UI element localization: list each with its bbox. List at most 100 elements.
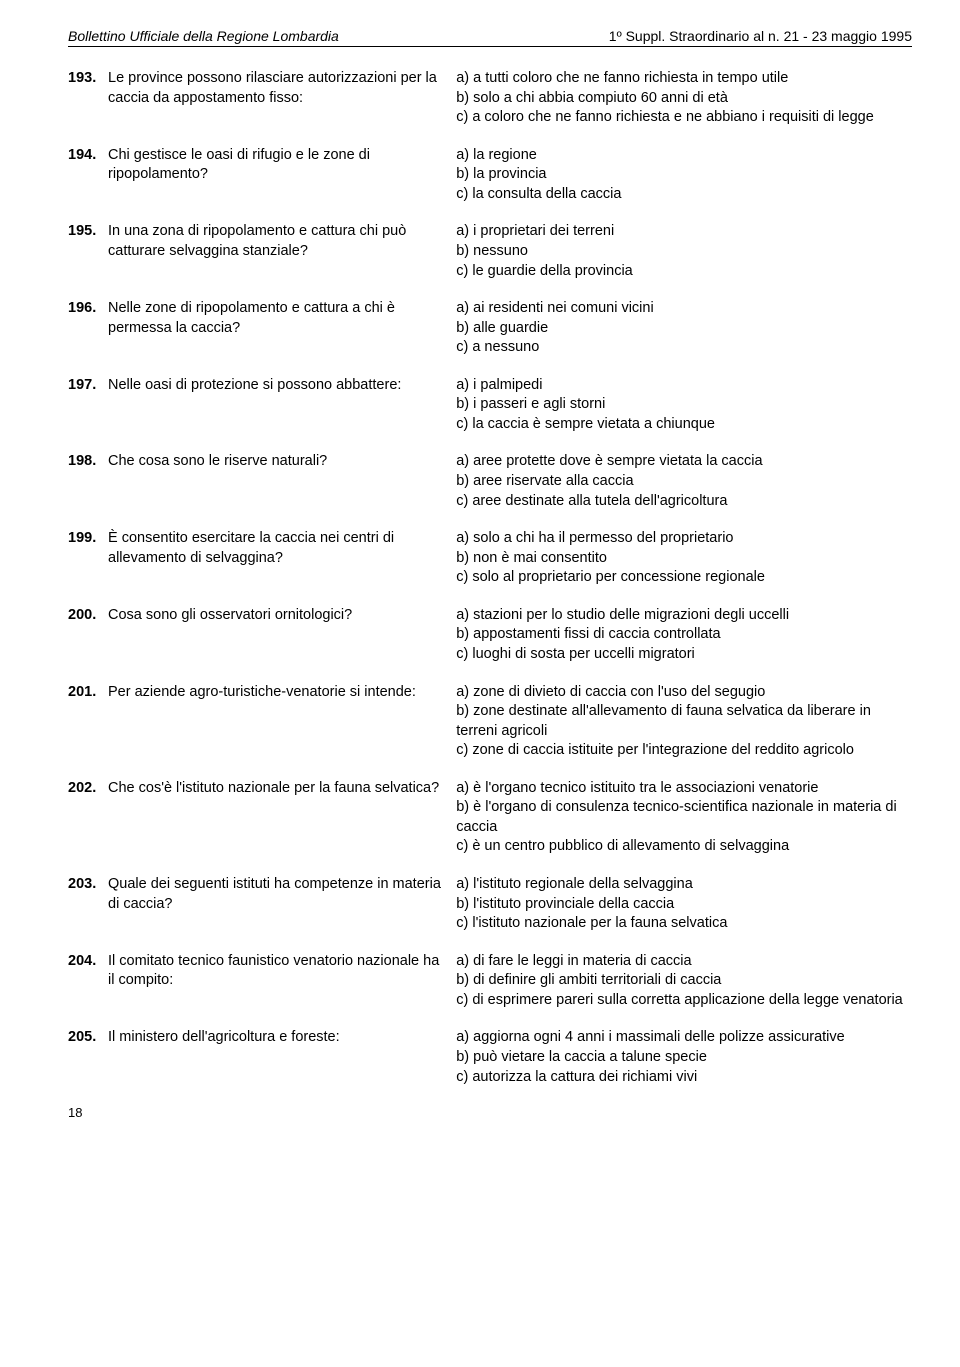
qa-row: 202.Che cos'è l'istituto nazionale per l… xyxy=(68,779,912,857)
answer-option: a) a tutti coloro che ne fanno richiesta… xyxy=(456,69,912,89)
answer-option: b) nessuno xyxy=(456,242,912,262)
question-text: Nelle oasi di protezione si possono abba… xyxy=(108,376,442,435)
answer-option: b) zone destinate all'allevamento di fau… xyxy=(456,702,912,741)
question-column: 198.Che cosa sono le riserve naturali? xyxy=(68,452,456,511)
answer-option: b) l'istituto provinciale della caccia xyxy=(456,895,912,915)
question-text: È consentito esercitare la caccia nei ce… xyxy=(108,529,442,588)
answer-column: a) aggiorna ogni 4 anni i massimali dell… xyxy=(456,1028,912,1087)
answer-option: b) non è mai consentito xyxy=(456,549,912,569)
answer-option: b) solo a chi abbia compiuto 60 anni di … xyxy=(456,89,912,109)
question-number: 200. xyxy=(68,606,108,665)
question-text: Nelle zone di ripopolamento e cattura a … xyxy=(108,299,442,358)
page-number: 18 xyxy=(68,1105,912,1120)
answer-column: a) aree protette dove è sempre vietata l… xyxy=(456,452,912,511)
answer-option: a) zone di divieto di caccia con l'uso d… xyxy=(456,683,912,703)
question-number: 201. xyxy=(68,683,108,761)
answer-option: c) l'istituto nazionale per la fauna sel… xyxy=(456,914,912,934)
question-text: Che cosa sono le riserve naturali? xyxy=(108,452,442,511)
qa-row: 197.Nelle oasi di protezione si possono … xyxy=(68,376,912,435)
qa-row: 199.È consentito esercitare la caccia ne… xyxy=(68,529,912,588)
header-publication: Bollettino Ufficiale della Regione Lomba… xyxy=(68,28,339,44)
question-number: 205. xyxy=(68,1028,108,1087)
answer-option: b) alle guardie xyxy=(456,319,912,339)
question-text: Quale dei seguenti istituti ha competenz… xyxy=(108,875,442,934)
qa-row: 198.Che cosa sono le riserve naturali?a)… xyxy=(68,452,912,511)
question-column: 203.Quale dei seguenti istituti ha compe… xyxy=(68,875,456,934)
answer-column: a) l'istituto regionale della selvaggina… xyxy=(456,875,912,934)
answer-option: c) di esprimere pareri sulla corretta ap… xyxy=(456,991,912,1011)
question-column: 200.Cosa sono gli osservatori ornitologi… xyxy=(68,606,456,665)
answer-option: c) a coloro che ne fanno richiesta e ne … xyxy=(456,108,912,128)
answer-option: a) di fare le leggi in materia di caccia xyxy=(456,952,912,972)
answer-option: a) ai residenti nei comuni vicini xyxy=(456,299,912,319)
question-column: 195.In una zona di ripopolamento e cattu… xyxy=(68,222,456,281)
qa-row: 203.Quale dei seguenti istituti ha compe… xyxy=(68,875,912,934)
question-text: In una zona di ripopolamento e cattura c… xyxy=(108,222,442,281)
answer-option: a) i palmipedi xyxy=(456,376,912,396)
question-column: 205.Il ministero dell'agricoltura e fore… xyxy=(68,1028,456,1087)
answer-column: a) i palmipedib) i passeri e agli storni… xyxy=(456,376,912,435)
answer-option: b) appostamenti fissi di caccia controll… xyxy=(456,625,912,645)
question-column: 204.Il comitato tecnico faunistico venat… xyxy=(68,952,456,1011)
answer-option: a) è l'organo tecnico istituito tra le a… xyxy=(456,779,912,799)
question-number: 196. xyxy=(68,299,108,358)
answer-option: b) è l'organo di consulenza tecnico-scie… xyxy=(456,798,912,837)
answer-option: b) di definire gli ambiti territoriali d… xyxy=(456,971,912,991)
qa-row: 204.Il comitato tecnico faunistico venat… xyxy=(68,952,912,1011)
question-number: 199. xyxy=(68,529,108,588)
answer-option: b) aree riservate alla caccia xyxy=(456,472,912,492)
question-text: Per aziende agro-turistiche-venatorie si… xyxy=(108,683,442,761)
question-column: 193.Le province possono rilasciare autor… xyxy=(68,69,456,128)
answer-option: a) aree protette dove è sempre vietata l… xyxy=(456,452,912,472)
answer-column: a) di fare le leggi in materia di caccia… xyxy=(456,952,912,1011)
question-number: 194. xyxy=(68,146,108,205)
question-number: 203. xyxy=(68,875,108,934)
question-number: 202. xyxy=(68,779,108,857)
answer-option: c) le guardie della provincia xyxy=(456,262,912,282)
answer-option: a) l'istituto regionale della selvaggina xyxy=(456,875,912,895)
question-column: 197.Nelle oasi di protezione si possono … xyxy=(68,376,456,435)
question-text: Che cos'è l'istituto nazionale per la fa… xyxy=(108,779,442,857)
answer-column: a) a tutti coloro che ne fanno richiesta… xyxy=(456,69,912,128)
answer-option: c) luoghi di sosta per uccelli migratori xyxy=(456,645,912,665)
answer-column: a) stazioni per lo studio delle migrazio… xyxy=(456,606,912,665)
question-number: 198. xyxy=(68,452,108,511)
answer-option: c) la caccia è sempre vietata a chiunque xyxy=(456,415,912,435)
question-list: 193.Le province possono rilasciare autor… xyxy=(68,69,912,1087)
answer-option: c) autorizza la cattura dei richiami viv… xyxy=(456,1068,912,1088)
answer-column: a) i proprietari dei terrenib) nessunoc)… xyxy=(456,222,912,281)
answer-option: c) a nessuno xyxy=(456,338,912,358)
question-text: Il comitato tecnico faunistico venatorio… xyxy=(108,952,442,1011)
question-number: 204. xyxy=(68,952,108,1011)
question-column: 201.Per aziende agro-turistiche-venatori… xyxy=(68,683,456,761)
answer-option: a) solo a chi ha il permesso del proprie… xyxy=(456,529,912,549)
question-text: Cosa sono gli osservatori ornitologici? xyxy=(108,606,442,665)
answer-option: b) i passeri e agli storni xyxy=(456,395,912,415)
answer-option: c) zone di caccia istituite per l'integr… xyxy=(456,741,912,761)
answer-option: a) i proprietari dei terreni xyxy=(456,222,912,242)
question-number: 193. xyxy=(68,69,108,128)
question-number: 197. xyxy=(68,376,108,435)
answer-column: a) zone di divieto di caccia con l'uso d… xyxy=(456,683,912,761)
answer-column: a) ai residenti nei comuni vicinib) alle… xyxy=(456,299,912,358)
qa-row: 196.Nelle zone di ripopolamento e cattur… xyxy=(68,299,912,358)
answer-column: a) è l'organo tecnico istituito tra le a… xyxy=(456,779,912,857)
answer-column: a) solo a chi ha il permesso del proprie… xyxy=(456,529,912,588)
answer-option: a) stazioni per lo studio delle migrazio… xyxy=(456,606,912,626)
header-issue: 1º Suppl. Straordinario al n. 21 - 23 ma… xyxy=(609,28,912,44)
answer-option: a) la regione xyxy=(456,146,912,166)
qa-row: 193.Le province possono rilasciare autor… xyxy=(68,69,912,128)
answer-option: a) aggiorna ogni 4 anni i massimali dell… xyxy=(456,1028,912,1048)
answer-option: b) la provincia xyxy=(456,165,912,185)
qa-row: 194.Chi gestisce le oasi di rifugio e le… xyxy=(68,146,912,205)
question-column: 199.È consentito esercitare la caccia ne… xyxy=(68,529,456,588)
question-number: 195. xyxy=(68,222,108,281)
question-text: Il ministero dell'agricoltura e foreste: xyxy=(108,1028,442,1087)
answer-option: c) solo al proprietario per concessione … xyxy=(456,568,912,588)
answer-option: c) la consulta della caccia xyxy=(456,185,912,205)
qa-row: 200.Cosa sono gli osservatori ornitologi… xyxy=(68,606,912,665)
qa-row: 205.Il ministero dell'agricoltura e fore… xyxy=(68,1028,912,1087)
question-text: Chi gestisce le oasi di rifugio e le zon… xyxy=(108,146,442,205)
qa-row: 195.In una zona di ripopolamento e cattu… xyxy=(68,222,912,281)
question-column: 202.Che cos'è l'istituto nazionale per l… xyxy=(68,779,456,857)
